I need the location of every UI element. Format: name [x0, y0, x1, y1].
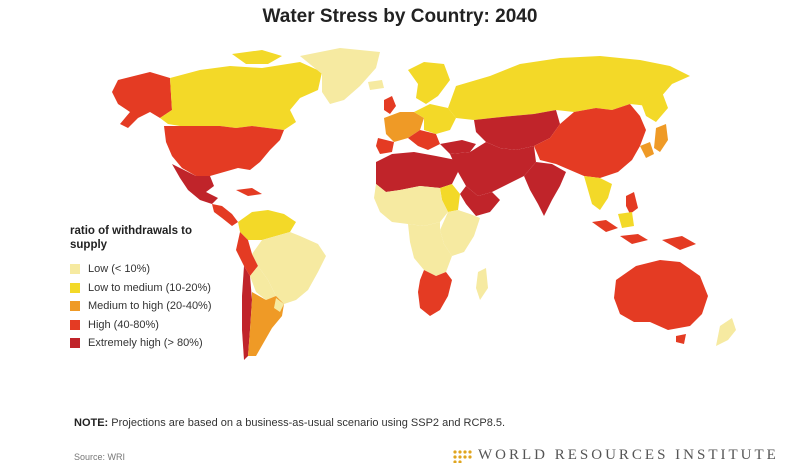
legend-label: Medium to high (20-40%)	[88, 300, 212, 313]
region-north-africa	[376, 152, 458, 192]
region-turkey	[440, 140, 476, 154]
region-canada	[160, 62, 322, 130]
region-japan	[654, 124, 668, 152]
legend-label: Low to medium (10-20%)	[88, 281, 211, 294]
region-southern-africa	[418, 270, 452, 316]
region-central-america	[212, 204, 238, 226]
region-mexico	[172, 164, 218, 204]
region-caribbean	[236, 188, 262, 196]
region-usa	[164, 126, 284, 176]
footnote: NOTE: Projections are based on a busines…	[74, 417, 505, 429]
region-arctic-islands	[232, 50, 282, 64]
region-indonesia-1	[592, 220, 618, 232]
region-borneo	[618, 212, 634, 228]
region-new-guinea	[662, 236, 696, 250]
legend-swatch	[70, 264, 80, 275]
region-korea	[640, 142, 654, 158]
region-egypt	[440, 184, 460, 212]
legend-item-medium-high: Medium to high (20-40%)	[70, 297, 220, 316]
region-southeast-asia	[584, 176, 612, 210]
region-bolivia	[250, 266, 276, 300]
region-indonesia-2	[620, 234, 648, 244]
legend-item-low-medium: Low to medium (10-20%)	[70, 279, 220, 298]
legend: ratio of withdrawals to supply Low (< 10…	[70, 224, 220, 353]
wri-logo-icon	[453, 449, 472, 463]
region-australia	[614, 260, 708, 330]
region-eastern-europe	[414, 104, 456, 134]
region-central-asia	[474, 110, 560, 150]
map-title: Water Stress by Country: 2040	[262, 6, 538, 27]
region-alaska	[112, 72, 172, 128]
legend-label: Low (< 10%)	[88, 263, 151, 276]
footnote-text: Projections are based on a business-as-u…	[111, 417, 506, 429]
region-middle-east	[450, 142, 536, 196]
legend-swatch	[70, 319, 80, 330]
region-central-africa	[408, 222, 452, 276]
region-madagascar	[476, 268, 488, 300]
region-iceland	[368, 80, 384, 90]
region-peru	[236, 232, 258, 276]
footnote-prefix: NOTE:	[74, 417, 109, 429]
legend-heading: ratio of withdrawals to supply	[70, 225, 193, 251]
region-new-zealand	[716, 318, 736, 346]
region-arabia	[460, 186, 500, 216]
region-brazil	[252, 232, 326, 304]
region-colombia-venezuela	[238, 210, 296, 240]
region-philippines	[626, 192, 638, 214]
publisher-logo: WORLD RESOURCES INSTITUTE	[452, 447, 779, 464]
region-sahel	[374, 184, 448, 226]
legend-swatch	[70, 301, 80, 312]
region-scandinavia	[408, 62, 450, 104]
region-china	[534, 104, 646, 178]
region-uruguay	[274, 298, 284, 312]
region-western-europe	[384, 112, 424, 142]
region-russia	[448, 56, 690, 120]
region-india	[524, 162, 566, 216]
publisher-name: WORLD RESOURCES INSTITUTE	[478, 447, 779, 463]
region-balkans	[408, 130, 440, 150]
region-spain	[376, 138, 394, 154]
legend-swatch	[70, 338, 80, 349]
region-russia-far-east	[640, 92, 668, 122]
legend-item-extremely-high: Extremely high (> 80%)	[70, 334, 220, 353]
source-credit: Source: WRI	[74, 452, 126, 462]
legend-item-low: Low (< 10%)	[70, 260, 220, 279]
region-east-africa	[440, 210, 480, 256]
region-greenland	[300, 48, 380, 104]
legend-swatch	[70, 282, 80, 293]
region-uk	[384, 96, 396, 114]
legend-item-high: High (40-80%)	[70, 316, 220, 335]
legend-label: High (40-80%)	[88, 318, 159, 331]
legend-label: Extremely high (> 80%)	[88, 337, 203, 350]
region-tasmania	[676, 334, 686, 344]
